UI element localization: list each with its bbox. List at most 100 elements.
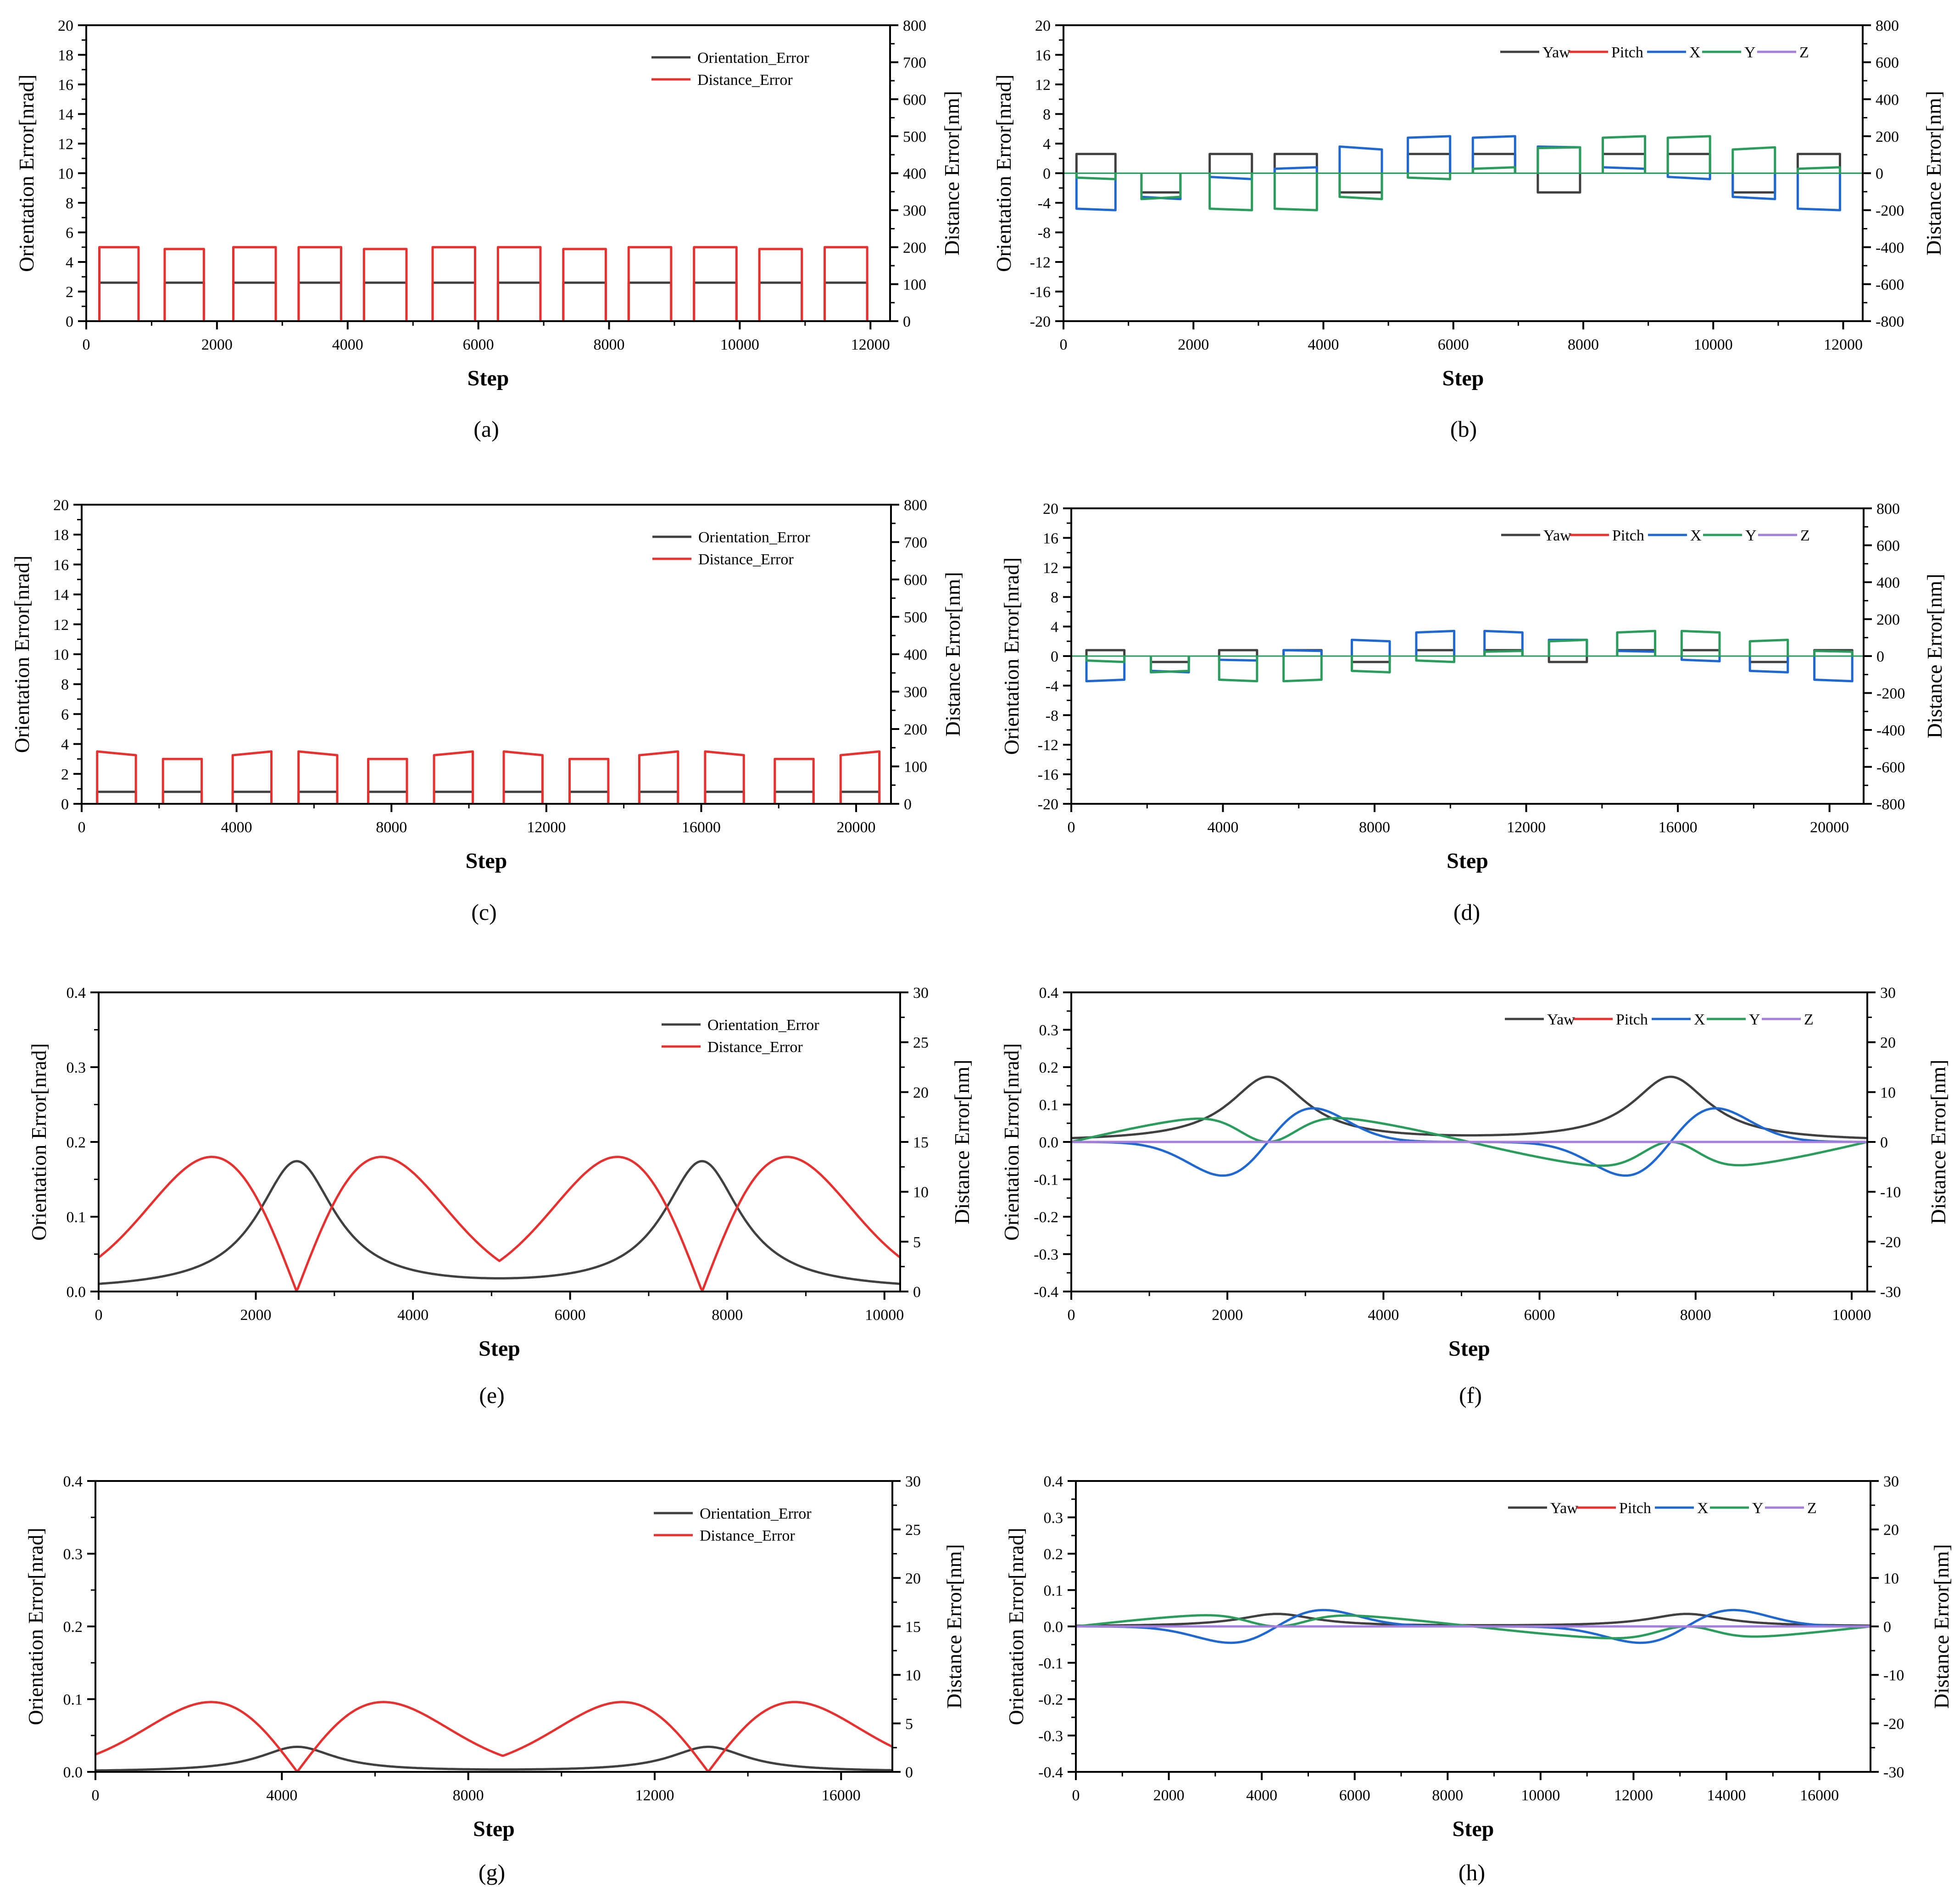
- x-tick-label: 16000: [822, 1787, 861, 1804]
- y2-axis-label: Distance Error[nm]: [1922, 91, 1945, 256]
- y-tick-label: -0.3: [1038, 1728, 1063, 1745]
- y-tick-label: 8: [1051, 589, 1058, 606]
- y2-tick-label: 500: [903, 128, 926, 145]
- y2-tick-label: 200: [1876, 128, 1899, 145]
- series-distance-error-pulse-8: [568, 757, 610, 804]
- y2-tick-label: 200: [904, 721, 927, 738]
- y2-axis-label: Distance Error[nm]: [1930, 1544, 1953, 1709]
- x-axis-label: Step: [479, 1336, 520, 1361]
- x-tick-label: 6000: [555, 1307, 586, 1324]
- y-tick-label: 0.0: [67, 1284, 86, 1301]
- y2-tick-label: 100: [903, 276, 926, 293]
- series-x-pulse-1: [1075, 173, 1117, 212]
- series-x-pulse-4: [1273, 166, 1318, 173]
- x-tick-label: 12000: [1824, 336, 1863, 353]
- y-tick-label: 0.1: [63, 1692, 83, 1709]
- series-distance-error-pulse-7: [496, 246, 542, 321]
- plot-area: [86, 246, 890, 321]
- series-y-pulse-8: [1536, 146, 1581, 173]
- y-tick-label: 20: [53, 497, 69, 514]
- x-tick-label: 8000: [712, 1307, 743, 1324]
- y2-tick-label: 10: [905, 1667, 921, 1684]
- y-tick-label: 10: [53, 646, 69, 663]
- series-distance-error: [95, 1701, 892, 1772]
- y2-tick-label: 10: [913, 1184, 929, 1201]
- legend-label: Z: [1807, 1500, 1817, 1517]
- y-tick-label: 0.0: [63, 1764, 83, 1781]
- x-tick-label: 2000: [1212, 1307, 1243, 1324]
- y2-tick-label: 25: [905, 1522, 921, 1539]
- y-tick-label: 0.2: [1039, 1059, 1059, 1076]
- y2-tick-label: -10: [1880, 1184, 1901, 1201]
- x-tick-label: 8000: [1568, 336, 1599, 353]
- y-tick-label: 4: [66, 254, 73, 271]
- x-tick-label: 8000: [1359, 819, 1390, 836]
- series-x-pulse-12: [1813, 656, 1854, 683]
- x-tick-label: 2000: [240, 1307, 272, 1324]
- y-tick-label: -0.2: [1038, 1692, 1063, 1709]
- y-tick-label: 16: [1035, 47, 1051, 64]
- x-tick-label: 20000: [1810, 819, 1849, 836]
- series-distance-error-pulse-2: [161, 757, 203, 804]
- x-tick-label: 2000: [201, 336, 233, 353]
- series-yaw-pulse-5: [1350, 656, 1391, 663]
- y-tick-label: 0.4: [1039, 985, 1059, 1002]
- series-distance-error: [99, 1156, 900, 1292]
- y-axis-label: Orientation Error[nrad]: [992, 74, 1015, 272]
- x-axis-label: Step: [1448, 1336, 1490, 1361]
- series-orientation-error-pulse-10: [693, 281, 738, 321]
- y-tick-label: -0.2: [1034, 1209, 1058, 1226]
- series-distance-error-pulse-1: [96, 750, 137, 804]
- y-tick-label: 4: [61, 736, 69, 753]
- x-tick-label: 0: [83, 336, 90, 353]
- y-tick-label: 0.4: [63, 1473, 83, 1490]
- x-tick-label: 4000: [397, 1307, 429, 1324]
- series-x-pulse-1: [1085, 656, 1126, 683]
- y-tick-label: 16: [58, 77, 73, 94]
- y2-tick-label: 800: [1876, 17, 1899, 34]
- series-y-pulse-6: [1415, 656, 1456, 663]
- series-y-pulse-3: [1218, 656, 1258, 683]
- legend-label: Orientation_Error: [700, 1505, 812, 1522]
- x-tick-label: 8000: [1680, 1307, 1711, 1324]
- y2-tick-label: 30: [1880, 985, 1896, 1002]
- legend: Yaw Pitch X Y Z: [1505, 1011, 1814, 1028]
- series-x-pulse-10: [1680, 656, 1721, 663]
- legend-label: Yaw: [1543, 527, 1571, 544]
- y2-tick-label: 30: [1883, 1473, 1899, 1490]
- legend-label: X: [1689, 44, 1701, 61]
- y-tick-label: 14: [58, 106, 73, 123]
- series-orientation-error-pulse-2: [161, 791, 203, 804]
- subfigure-label: (h): [1459, 1859, 1485, 1885]
- legend-label: Y: [1752, 1500, 1764, 1517]
- series-x-pulse-2: [1150, 656, 1190, 674]
- y-tick-label: -0.3: [1034, 1247, 1058, 1264]
- x-axis-label: Step: [1447, 849, 1488, 873]
- y2-tick-label: 15: [905, 1619, 921, 1636]
- x-tick-label: 16000: [1659, 819, 1698, 836]
- series-yaw-pulse-11: [1731, 173, 1776, 194]
- legend-label: Z: [1799, 44, 1809, 61]
- y-tick-label: 4: [1043, 136, 1051, 153]
- y2-tick-label: 10: [1880, 1084, 1896, 1101]
- series-yaw-pulse-3: [1208, 153, 1253, 173]
- y-tick-label: 0: [1043, 166, 1051, 183]
- legend: Orientation_Error Distance_Error: [652, 529, 810, 568]
- y2-axis-label: Distance Error[nm]: [941, 572, 964, 737]
- y-tick-label: 0.1: [67, 1209, 86, 1226]
- y-tick-label: -8: [1038, 225, 1051, 242]
- y2-tick-label: 0: [903, 313, 911, 330]
- y2-tick-label: 600: [1876, 55, 1899, 72]
- chart-f: 0 2000 4000 6000 8000 10000 -0.4 -0.3 -0.2 -0.1 0.…: [1000, 985, 1950, 1408]
- y2-tick-label: 200: [903, 239, 926, 256]
- x-tick-label: 4000: [221, 819, 252, 836]
- y-tick-label: -16: [1030, 284, 1051, 301]
- y2-tick-label: 0: [1880, 1134, 1888, 1151]
- y2-tick-label: 600: [1876, 538, 1900, 555]
- chart-h: 0 2000 4000 6000 8000 10000 12000 14000 16000 -0.…: [1004, 1473, 1953, 1885]
- legend-label: Y: [1745, 527, 1757, 544]
- series-yaw-pulse-10: [1666, 153, 1711, 173]
- series-y-pulse-9: [1602, 135, 1647, 173]
- series-orientation-error-pulse-6: [433, 791, 474, 804]
- y-axis-label: Orientation Error[nrad]: [27, 1043, 50, 1241]
